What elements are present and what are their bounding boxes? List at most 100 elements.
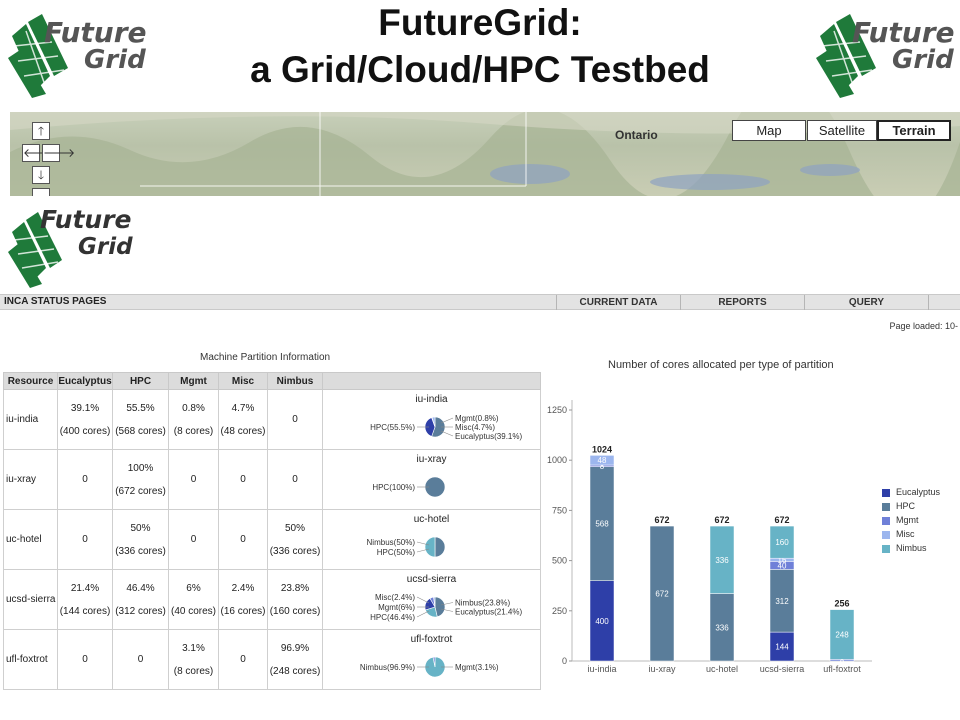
header-resource: Resource	[3, 372, 58, 390]
nav-current-data[interactable]: CURRENT DATA	[556, 295, 680, 310]
cell-pie-chart: iu-xray HPC(100%)	[322, 449, 541, 510]
bar-segment-nimbus	[709, 525, 735, 594]
table-row: iu-india 39.1% (400 cores) 55.5% (568 cores)…	[3, 389, 541, 450]
bar-segment-hpc	[769, 569, 795, 633]
chart-legend: Eucalyptus HPC Mgmt Misc Nimbus	[882, 486, 940, 556]
bar-total-label: 672	[654, 515, 669, 525]
bar-total-label: 672	[774, 515, 789, 525]
cell-percent: 100%	[127, 462, 154, 474]
cell-mgmt: 0.8% (8 cores)	[168, 389, 219, 450]
slide-title-line2: a Grid/Cloud/HPC Testbed	[250, 49, 710, 90]
nav-query[interactable]: QUERY	[804, 295, 928, 310]
bar-segment-hpc	[649, 525, 675, 662]
cell-pie-chart: ufl-foxtrot Nimbus(96.9%) Mgmt(3.1%)	[322, 629, 541, 690]
cell-percent: 0	[292, 474, 298, 485]
pie-chart: Misc(2.4%)Mgmt(6%)HPC(46.4%) Nimbus(23.8%…	[370, 593, 522, 622]
futuregrid-logo-inca: Future Grid	[6, 202, 146, 290]
cell-cores: (40 cores)	[170, 605, 216, 617]
pie-label: Misc(4.7%)	[455, 423, 495, 432]
cell-cores: (336 cores)	[115, 545, 166, 557]
nav-reports[interactable]: REPORTS	[680, 295, 804, 310]
pan-down-button[interactable]: 🡓	[32, 166, 50, 184]
logo-text-grid: Grid	[84, 45, 146, 75]
cell-hpc: 100% (672 cores)	[112, 449, 169, 510]
x-tick-label: ucsd-sierra	[760, 664, 805, 674]
pan-up-button[interactable]: 🡑	[32, 122, 50, 140]
y-tick-label: 250	[552, 606, 567, 616]
pie-leader-line	[440, 417, 454, 424]
pie-leader-line	[416, 610, 430, 618]
cell-cores: (312 cores)	[115, 605, 166, 617]
pie-title: ucsd-sierra	[406, 574, 457, 585]
map-type-map-button[interactable]: Map	[732, 120, 806, 141]
cell-resource: iu-xray	[3, 449, 58, 510]
legend-item-hpc[interactable]: HPC	[882, 500, 940, 514]
cell-nimbus: 50% (336 cores)	[267, 509, 323, 570]
bar-chart-svg: 0250500750100012504005688481024iu-india6…	[547, 400, 872, 674]
y-tick-label: 0	[562, 656, 567, 666]
header-nimbus: Nimbus	[267, 372, 323, 390]
legend-item-mgmt[interactable]: Mgmt	[882, 514, 940, 528]
bar-segment-label: 336	[715, 556, 729, 565]
pie-leader-line	[440, 602, 454, 606]
pie-chart: Nimbus(50%)HPC(50%)	[367, 536, 446, 558]
legend-swatch	[882, 502, 890, 511]
futuregrid-logo-top-left: Future Grid	[6, 6, 146, 102]
slide-title-line1: FutureGrid:	[378, 2, 582, 43]
pan-right-button[interactable]: 🡒	[42, 144, 76, 162]
header-hpc: HPC	[112, 372, 169, 390]
bar-segment-nimbus	[769, 525, 795, 559]
cell-cores: (144 cores)	[59, 605, 111, 617]
nav-end-divider	[928, 295, 960, 310]
cell-cores: (16 cores)	[220, 605, 266, 617]
logo-text-grid: Grid	[892, 45, 954, 75]
pie-label: Mgmt(3.1%)	[455, 663, 499, 672]
cell-eucalyptus: 0	[57, 449, 113, 510]
cell-cores: (568 cores)	[115, 425, 166, 437]
partition-table: Resource Eucalyptus HPC Mgmt Misc Nimbus…	[3, 372, 541, 690]
logo-text-future: Future	[40, 205, 132, 234]
cell-pie-chart: iu-india HPC(55.5%) Mgmt(0.8%) Misc(4.7%) Eu…	[322, 389, 541, 450]
pie-slice-mgmt	[432, 656, 436, 668]
cell-cores: (336 cores)	[269, 545, 321, 557]
legend-item-misc[interactable]: Misc	[882, 528, 940, 542]
cell-cores: (48 cores)	[220, 425, 266, 437]
cell-percent: 0	[240, 654, 246, 665]
zoom-button[interactable]	[32, 188, 50, 196]
terrain-map[interactable]: 🡑 🡐 🡒 🡓 Ontario Map Satellite Terrain	[10, 112, 960, 196]
y-tick-label: 1250	[547, 405, 567, 415]
pie-leader-line	[416, 541, 430, 546]
cell-resource: iu-india	[3, 389, 58, 450]
logo-text-future: Future	[44, 16, 146, 49]
legend-label: Misc	[896, 529, 915, 539]
y-tick-label: 500	[552, 556, 567, 566]
bar-segment-label: 8	[600, 462, 605, 471]
cell-percent: 96.9%	[280, 642, 310, 654]
pie-label: HPC(50%)	[377, 548, 416, 557]
cell-percent: 0	[190, 534, 197, 545]
legend-item-nimbus[interactable]: Nimbus	[882, 542, 940, 556]
cell-hpc: 55.5% (568 cores)	[112, 389, 169, 450]
cell-nimbus: 0	[267, 449, 323, 510]
pie-leader-line	[416, 548, 430, 553]
bar-total-label: 1024	[592, 444, 612, 454]
cell-misc: 0	[218, 449, 268, 510]
cell-percent: 23.8%	[280, 582, 310, 594]
map-type-satellite-button[interactable]: Satellite	[807, 120, 877, 141]
pie-title: uc-hotel	[413, 514, 450, 525]
cell-pie-chart: ucsd-sierra Misc(2.4%) Mgmt(6%) HPC(46.4%) N…	[322, 569, 541, 630]
bar-segment-hpc	[589, 466, 615, 581]
pie-label: Nimbus(23.8%)	[455, 599, 510, 608]
pan-left-button[interactable]: 🡐	[22, 144, 56, 162]
legend-item-eucalyptus[interactable]: Eucalyptus	[882, 486, 940, 500]
bar-segment-label: 8	[840, 656, 845, 665]
pie-chart: HPC(55.5%) Mgmt(0.8%)Misc(4.7%)Eucalyptus…	[370, 414, 522, 441]
bar-segment-label: 400	[595, 617, 609, 626]
partition-table-title: Machine Partition Information	[200, 352, 331, 363]
header-mgmt: Mgmt	[168, 372, 219, 390]
map-type-terrain-button[interactable]: Terrain	[877, 120, 951, 141]
page-loaded-text: Page loaded: 10-	[889, 321, 958, 331]
cell-hpc: 0	[112, 629, 169, 690]
header-chart	[322, 372, 541, 390]
cell-percent: 50%	[284, 522, 305, 534]
